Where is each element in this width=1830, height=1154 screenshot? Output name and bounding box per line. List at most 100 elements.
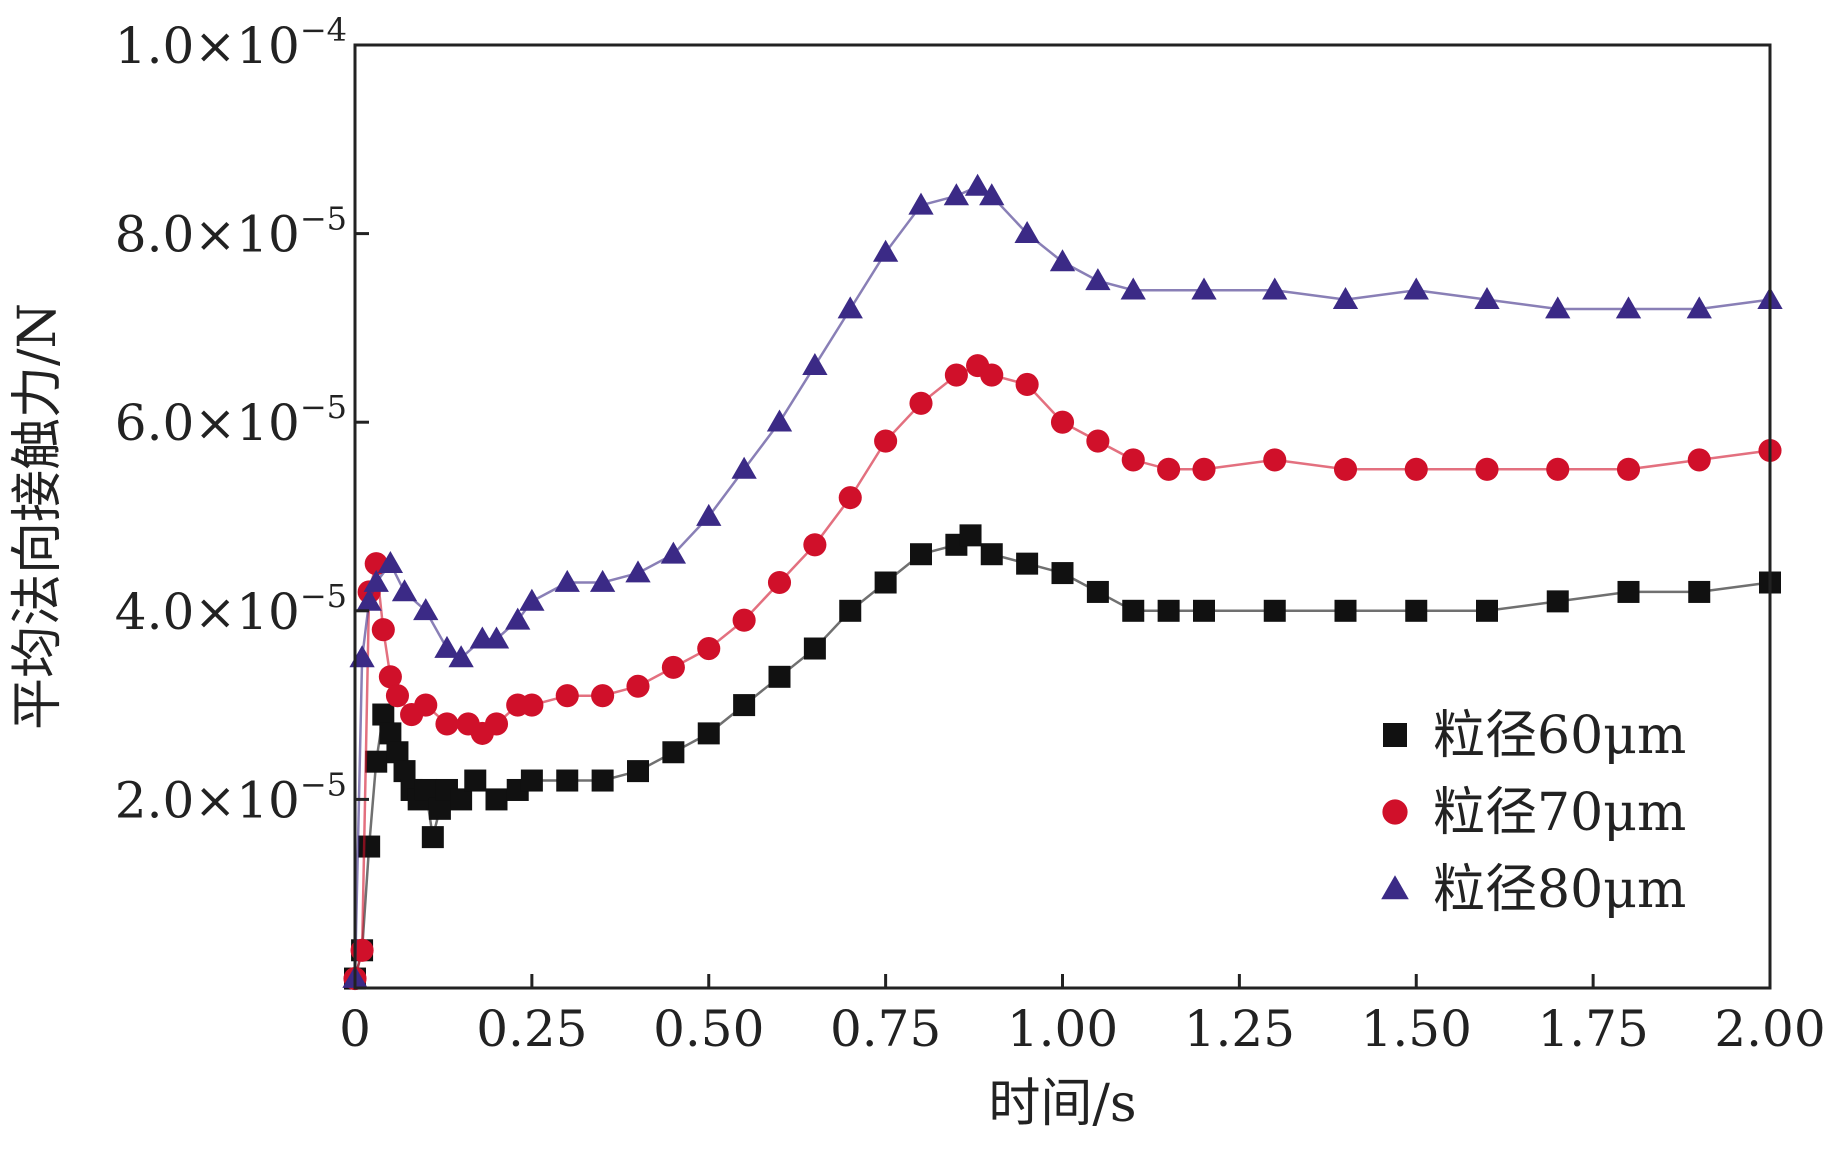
data-point (1476, 599, 1498, 622)
data-point (349, 645, 375, 668)
data-point (505, 607, 531, 630)
data-point (391, 579, 418, 602)
data-point (731, 456, 757, 479)
data-point (1049, 249, 1076, 272)
data-point (1193, 599, 1215, 622)
data-point (448, 645, 474, 668)
data-point (959, 524, 982, 547)
y-tick-label: 4.0×10−5 (115, 577, 347, 641)
data-point (697, 636, 721, 661)
series-triangle (342, 173, 1783, 988)
legend-label: 粒径60μm (1433, 706, 1686, 766)
data-point (1546, 457, 1570, 481)
data-point (625, 560, 651, 583)
data-point (519, 588, 545, 611)
data-point (414, 693, 438, 717)
legend-marker (1381, 875, 1409, 900)
data-point (356, 588, 382, 611)
data-point (372, 703, 395, 726)
data-point (1545, 296, 1571, 319)
data-point (908, 192, 934, 215)
data-point (1050, 410, 1075, 434)
data-point (1405, 599, 1428, 622)
data-point (1263, 599, 1286, 622)
data-point (979, 183, 1005, 206)
y-tick-label: 6.0×10−5 (115, 388, 347, 452)
series-layer (342, 173, 1783, 991)
data-point (520, 693, 544, 717)
y-axis-label: 平均法向接触力/N (8, 303, 68, 730)
data-point (980, 543, 1003, 566)
x-tick-label: 1.50 (1361, 1000, 1472, 1058)
legend-item: 粒径80μm (1381, 860, 1686, 920)
data-point (385, 684, 410, 708)
data-point (1086, 429, 1110, 453)
data-point (483, 626, 510, 649)
data-point (386, 741, 409, 764)
data-point (943, 183, 970, 206)
ticks-layer: 0 0.25 0.50 0.75 1.00 1.25 1.50 1.75 2.00 2.0×10−… (115, 11, 1826, 1058)
data-point (589, 569, 616, 592)
legend-item: 粒径60μm (1383, 706, 1686, 766)
data-point (393, 760, 416, 783)
x-tick-label: 1.00 (1007, 1000, 1118, 1058)
data-point (555, 684, 579, 708)
data-point (1686, 296, 1712, 319)
data-point (627, 760, 649, 783)
data-point (1263, 448, 1287, 472)
data-point (414, 778, 437, 801)
data-point (1262, 277, 1288, 300)
data-point (1475, 457, 1499, 481)
data-point (484, 712, 509, 736)
data-point (1121, 448, 1145, 472)
data-point (434, 635, 460, 658)
data-point (874, 429, 898, 453)
data-point (944, 363, 968, 387)
data-point (1086, 580, 1109, 603)
data-point (1546, 590, 1569, 613)
data-point (980, 363, 1004, 387)
data-point (626, 674, 650, 698)
data-point (1617, 580, 1640, 603)
data-point (662, 741, 685, 764)
data-point (464, 769, 487, 792)
x-tick-label: 0.50 (653, 1000, 764, 1058)
data-point (591, 769, 614, 792)
data-point (1334, 599, 1357, 622)
data-point (1333, 457, 1358, 481)
data-point (1122, 599, 1145, 622)
data-point (554, 569, 580, 592)
plot-frame (353, 43, 1772, 990)
legend-label: 粒径80μm (1433, 860, 1686, 920)
data-point (660, 541, 687, 564)
data-point (1688, 580, 1711, 603)
data-point (838, 486, 862, 510)
data-point (377, 551, 404, 573)
data-point (766, 409, 793, 432)
data-point (697, 722, 720, 745)
data-point (732, 608, 756, 632)
data-point (591, 684, 615, 708)
data-point (872, 239, 899, 262)
data-point (556, 769, 579, 792)
series-circle (343, 354, 1782, 991)
data-point (450, 788, 473, 811)
data-point (1085, 268, 1111, 291)
x-tick-label: 2.00 (1714, 1000, 1825, 1058)
data-point (803, 533, 827, 557)
data-point (378, 665, 402, 689)
data-point (435, 712, 459, 736)
data-point (358, 835, 381, 858)
y-tick-label: 1.0×10−4 (115, 11, 347, 75)
legend-item: 粒径70μm (1382, 783, 1686, 843)
data-point (1404, 457, 1428, 481)
data-point (1014, 220, 1040, 243)
data-point (1120, 277, 1146, 300)
legend: 粒径60μm 粒径70μm 粒径80μm (1381, 706, 1686, 920)
data-point (1051, 562, 1074, 585)
data-point (874, 571, 897, 594)
data-point (1615, 296, 1642, 319)
data-point (421, 826, 444, 849)
data-point (767, 570, 792, 595)
series-square (344, 524, 1781, 990)
